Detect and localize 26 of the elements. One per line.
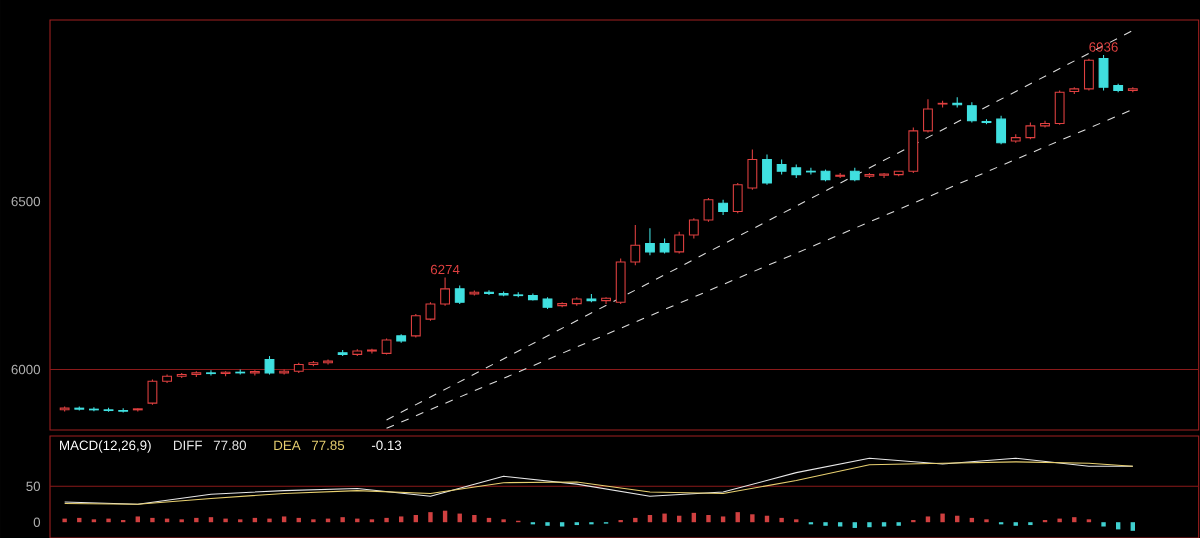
candlestick [674,231,685,255]
candlestick [264,355,275,376]
candlestick [410,313,421,339]
candlestick [645,227,655,256]
candlestick [805,167,816,176]
candlestick [615,258,626,305]
candlestick [425,301,436,322]
candlestick [688,217,699,239]
candlestick [206,369,216,377]
candlestick [454,284,465,305]
candlestick [440,276,451,307]
candlestick [630,224,641,266]
candlestick [601,296,611,305]
candlestick [966,101,977,124]
candlestick [1054,90,1065,126]
candlestick [703,197,714,223]
candlestick [996,115,1007,145]
candlestick [147,379,158,406]
candlestick [732,182,743,214]
candlestick [762,153,772,186]
candlestick [1083,58,1094,92]
candlestick [923,98,933,134]
candlestick [908,127,919,174]
candlestick [249,369,260,377]
candlestick [1098,54,1109,92]
candlestick [747,148,758,191]
